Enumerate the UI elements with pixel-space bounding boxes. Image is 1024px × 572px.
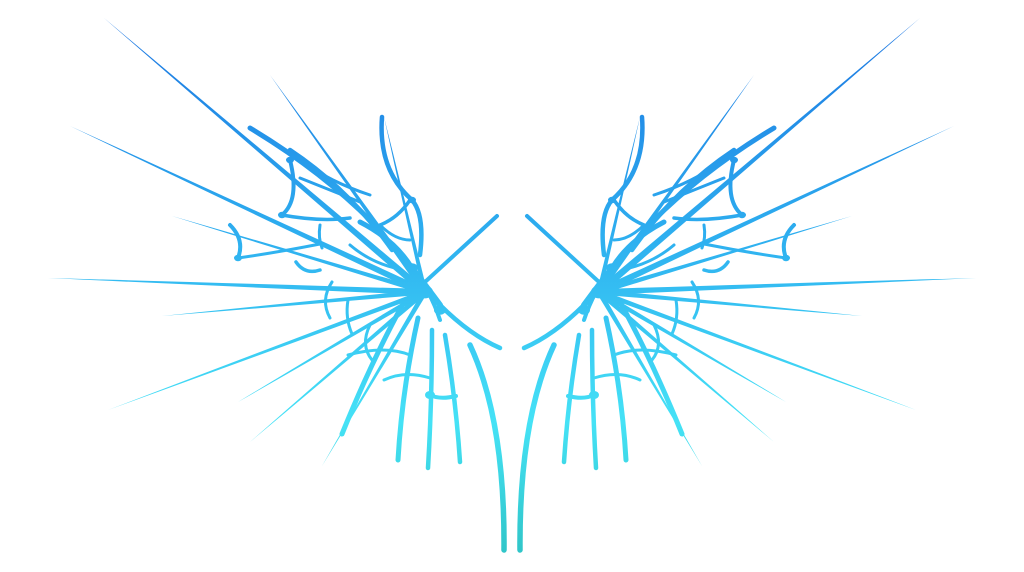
wing-joint xyxy=(406,263,418,273)
wing-joint xyxy=(278,212,286,218)
wing-joint xyxy=(738,212,746,218)
wing-joint xyxy=(589,391,599,399)
wing-joint xyxy=(606,263,618,273)
wing-joint xyxy=(591,286,607,299)
wing-joint xyxy=(782,255,790,261)
wing-joint xyxy=(434,305,446,315)
wing-joint xyxy=(578,305,590,315)
wing-joint xyxy=(408,197,416,203)
wing-joint xyxy=(425,391,435,399)
wing-joint xyxy=(730,157,738,163)
wing-joint xyxy=(286,157,294,163)
wing-joint xyxy=(417,286,433,299)
wing-joint xyxy=(608,197,616,203)
wing-joint xyxy=(234,255,242,261)
